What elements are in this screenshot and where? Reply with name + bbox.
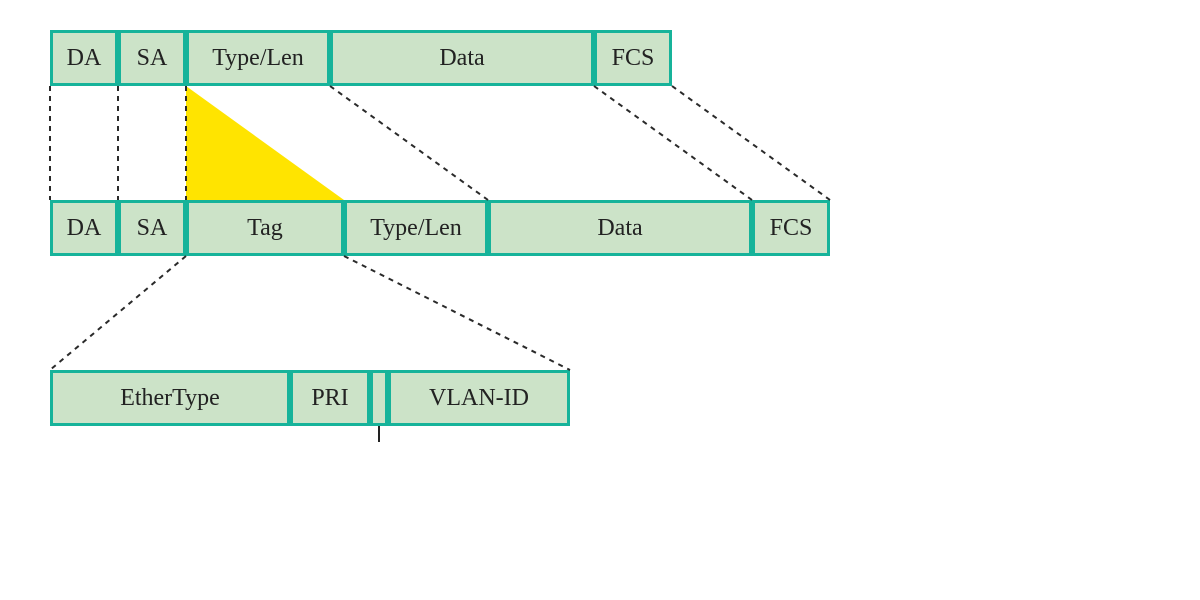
tag-expand-left [50, 256, 186, 370]
connectors-layer [0, 0, 1200, 600]
map-data-end [594, 86, 752, 200]
insertion-wedge [186, 86, 344, 200]
map-typelen-end [330, 86, 488, 200]
map-fcs-end [672, 86, 830, 200]
tag-expand-right [344, 256, 570, 370]
